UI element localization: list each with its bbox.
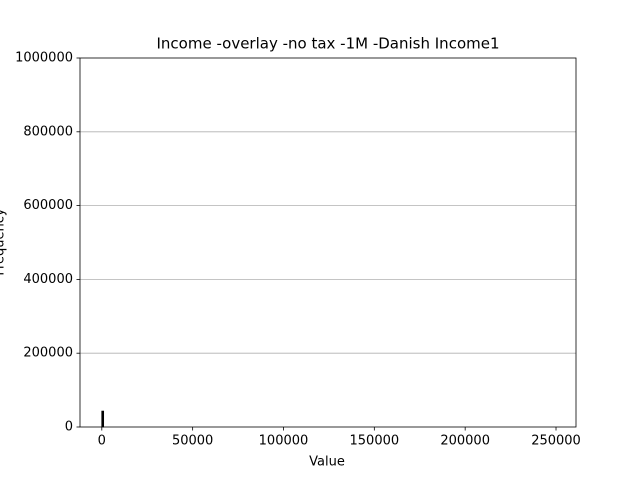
- x-tick-label: 0: [98, 434, 106, 449]
- x-tick-label: 150000: [350, 434, 400, 449]
- plot-frame: [79, 57, 577, 428]
- y-tick-label: 200000: [23, 346, 73, 361]
- y-tick-label: 600000: [23, 198, 73, 213]
- chart-title: Income -overlay -no tax -1M -Danish Inco…: [156, 35, 499, 53]
- histogram-bar: [101, 410, 105, 428]
- y-tick-label: 1000000: [15, 51, 73, 66]
- x-tick-label: 250000: [531, 434, 581, 449]
- x-tick-label: 200000: [440, 434, 490, 449]
- y-tick-label: 800000: [23, 124, 73, 139]
- x-tick-label: 100000: [259, 434, 309, 449]
- y-tick-label: 0: [65, 420, 73, 435]
- y-tick-label: 400000: [23, 272, 73, 287]
- x-axis-label: Value: [309, 455, 345, 470]
- y-axis-label: Frequency: [0, 208, 8, 275]
- x-tick-label: 50000: [172, 434, 213, 449]
